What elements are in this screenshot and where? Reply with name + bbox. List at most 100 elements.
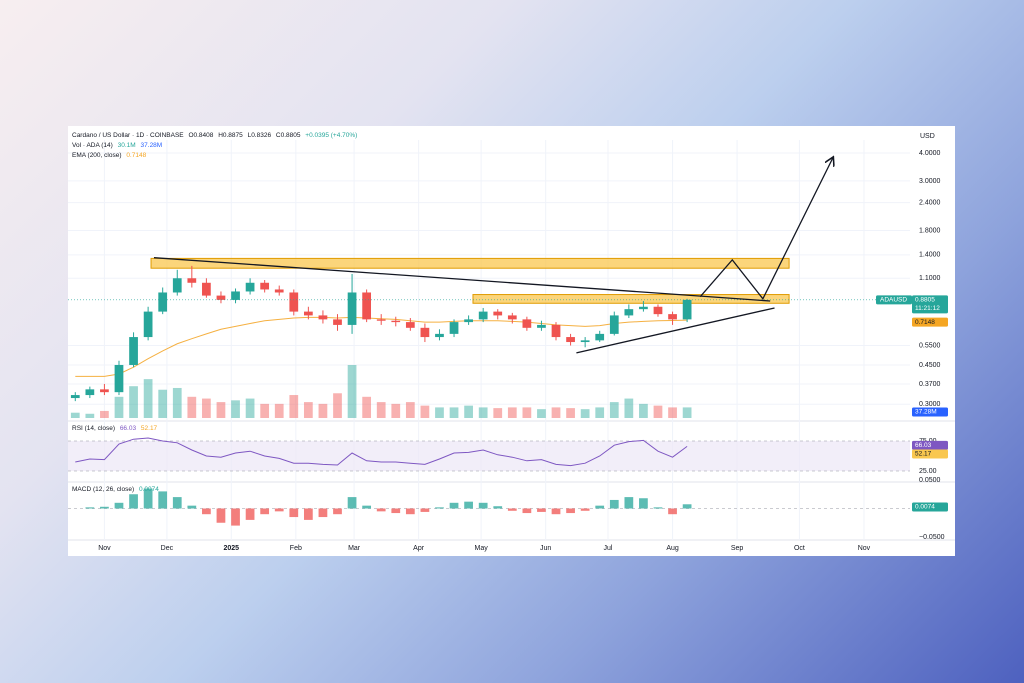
- candle-body: [216, 295, 226, 300]
- badge-label: 66.03: [915, 442, 932, 449]
- rsi-line: [75, 437, 688, 467]
- candle-body: [537, 324, 546, 328]
- volume-bar: [566, 408, 575, 418]
- macd-bar: [143, 488, 153, 509]
- label: Vol · ADA (14): [72, 142, 113, 149]
- candle-body: [639, 306, 648, 310]
- y-tick-label: 4.0000: [919, 150, 941, 157]
- macd-bar: [551, 508, 561, 515]
- header-rsi: RSI (14, close) 66.03 52.17: [72, 425, 160, 432]
- volume-bar: [362, 396, 372, 418]
- volume-bar: [435, 407, 444, 418]
- label: EMA (200, close): [72, 152, 122, 159]
- x-tick-label: Apr: [413, 545, 425, 552]
- volume-bar: [172, 387, 182, 418]
- price-badge: [912, 502, 948, 512]
- volume-bar: [609, 402, 619, 418]
- macd-bar: [303, 508, 313, 520]
- volume-bar: [202, 398, 211, 418]
- volume-bar: [682, 407, 692, 418]
- macd-bar: [333, 508, 342, 515]
- macd-bar: [537, 508, 546, 512]
- candle-body: [624, 309, 634, 316]
- candle-body: [114, 364, 124, 393]
- x-tick-label: Feb: [290, 545, 302, 552]
- badge-label: 52.17: [915, 451, 932, 458]
- x-tick-label: Nov: [858, 545, 871, 552]
- price-badge: [912, 449, 948, 459]
- volume-bar: [143, 379, 153, 418]
- macd-bar: [493, 506, 503, 509]
- candle-body: [653, 306, 663, 315]
- badge-label: 0.7148: [915, 319, 935, 326]
- title: Cardano / US Dollar · 1D · COINBASE: [72, 132, 184, 139]
- candle-body: [478, 311, 488, 320]
- change: +0.0395 (+4.70%): [305, 132, 358, 139]
- projection-path: [699, 158, 833, 301]
- resistance-zone: [472, 294, 790, 304]
- value: 0.7148: [126, 152, 147, 159]
- label: MACD (12, 26, close): [72, 486, 135, 493]
- value: 66.03: [119, 425, 137, 432]
- header-volume: Vol · ADA (14) 30.1M 37.28M: [72, 142, 165, 149]
- candle-body: [202, 282, 211, 296]
- x-tick-label: Aug: [666, 545, 679, 552]
- candle-body: [70, 395, 80, 399]
- y-tick-label: 0.3700: [919, 381, 941, 388]
- price-badge: [912, 440, 948, 450]
- header-main: Cardano / US Dollar · 1D · COINBASE O0.8…: [72, 132, 360, 139]
- macd-bar: [362, 505, 372, 509]
- volume-bar: [187, 396, 197, 418]
- badge-label: 11:21:12: [915, 305, 940, 312]
- macd-bar: [289, 508, 299, 518]
- candle-body: [129, 337, 138, 365]
- price-badge: [912, 317, 948, 327]
- macd-bar: [231, 508, 240, 526]
- macd-bar: [580, 508, 590, 511]
- volume-bar: [245, 398, 255, 418]
- badge-label: 0.8805: [915, 297, 935, 304]
- x-tick-label: Nov: [98, 545, 111, 552]
- value: 30.1M: [117, 142, 136, 149]
- macd-bar: [478, 502, 488, 509]
- candle-body: [362, 292, 372, 320]
- volume-bar: [347, 365, 357, 418]
- macd-bar: [376, 508, 386, 512]
- macd-tick-label: −0.0500: [919, 534, 945, 541]
- volume-bar: [303, 402, 313, 418]
- macd-bar: [624, 497, 634, 509]
- volume-bar: [653, 405, 663, 418]
- value: 0.0074: [138, 486, 159, 493]
- volume-bar: [231, 400, 240, 418]
- currency: USD: [920, 133, 935, 140]
- volume-bar: [551, 407, 561, 418]
- macd-bar: [202, 508, 211, 515]
- plot: 0.3000 0.3700 0.4500 0.5500 1.1000 1.4000 1.80…: [68, 140, 948, 552]
- volume-bar: [333, 393, 342, 418]
- volume-bar: [639, 403, 648, 418]
- volume-bar: [391, 403, 401, 418]
- volume-bar: [478, 407, 488, 418]
- macd-bar: [187, 505, 197, 509]
- macd-bar: [260, 508, 270, 515]
- rsi-band: [68, 441, 910, 471]
- candle-body: [435, 333, 444, 338]
- candle-body: [522, 319, 532, 328]
- candle-body: [580, 340, 590, 343]
- macd-bar: [420, 508, 430, 512]
- candle-body: [566, 337, 575, 343]
- macd-tick-label: 0.0500: [919, 477, 941, 484]
- badge-label: 0.0074: [915, 504, 935, 511]
- candle-body: [289, 292, 299, 312]
- candle-body: [347, 292, 357, 325]
- badge-label: ADAUSD: [880, 297, 907, 304]
- header-ema: EMA (200, close) 0.7148: [72, 152, 149, 159]
- candle-body: [551, 324, 561, 338]
- volume-bar: [464, 405, 473, 418]
- candle-body: [85, 389, 95, 396]
- candle-body: [187, 278, 197, 283]
- candle-body: [245, 282, 255, 292]
- volume-bar: [668, 407, 677, 418]
- macd-bar: [653, 507, 663, 509]
- candle-body: [158, 292, 168, 312]
